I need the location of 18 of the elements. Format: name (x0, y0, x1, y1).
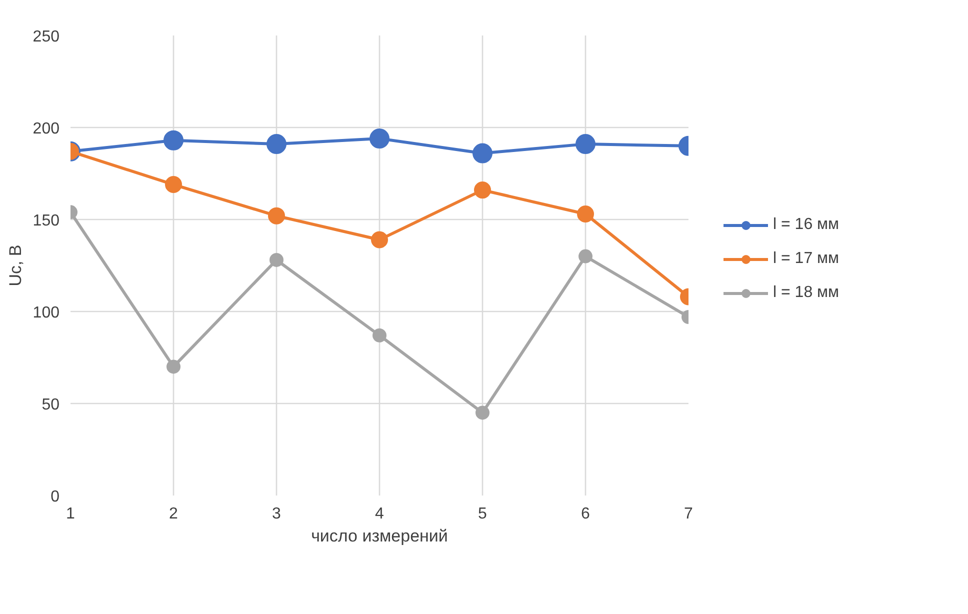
x-tick-label: 4 (375, 506, 384, 522)
y-tick-label: 200 (32, 120, 60, 138)
y-axis-title: Uc, В (6, 244, 25, 286)
x-tick-label: 7 (684, 506, 694, 522)
legend-label: l = 17 мм (773, 250, 840, 268)
x-tick-label: 2 (169, 506, 178, 522)
x-tick-label: 5 (478, 506, 488, 522)
y-tick-label: 100 (32, 304, 60, 322)
legend-label: l = 18 мм (773, 284, 840, 302)
y-tick-label: 50 (42, 396, 60, 414)
x-tick-label: 6 (581, 506, 590, 522)
y-tick-label: 0 (50, 488, 60, 506)
x-axis-title: число измерений (311, 526, 448, 546)
y-tick-label: 150 (32, 212, 60, 230)
y-tick-label: 250 (32, 28, 60, 46)
x-tick-label: 3 (272, 506, 282, 522)
x-tick-label: 1 (66, 506, 76, 522)
legend-label: l = 16 мм (773, 216, 840, 234)
